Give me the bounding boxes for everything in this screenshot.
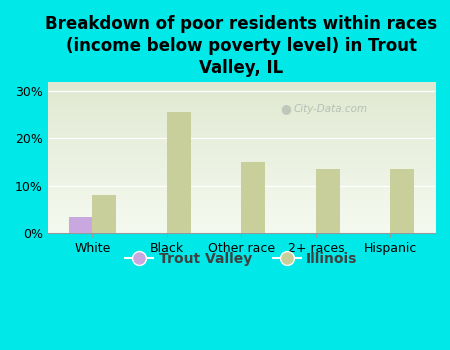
Text: City-Data.com: City-Data.com: [293, 104, 368, 114]
Bar: [167, 112, 191, 233]
Title: Breakdown of poor residents within races
(income below poverty level) in Trout
V: Breakdown of poor residents within races…: [45, 15, 437, 77]
Bar: [316, 169, 340, 233]
Text: ●: ●: [280, 102, 291, 115]
Bar: [390, 169, 414, 233]
Bar: [92, 195, 116, 233]
Legend: Trout Valley, Illinois: Trout Valley, Illinois: [120, 246, 363, 272]
Bar: [68, 217, 92, 233]
Bar: [241, 162, 265, 233]
